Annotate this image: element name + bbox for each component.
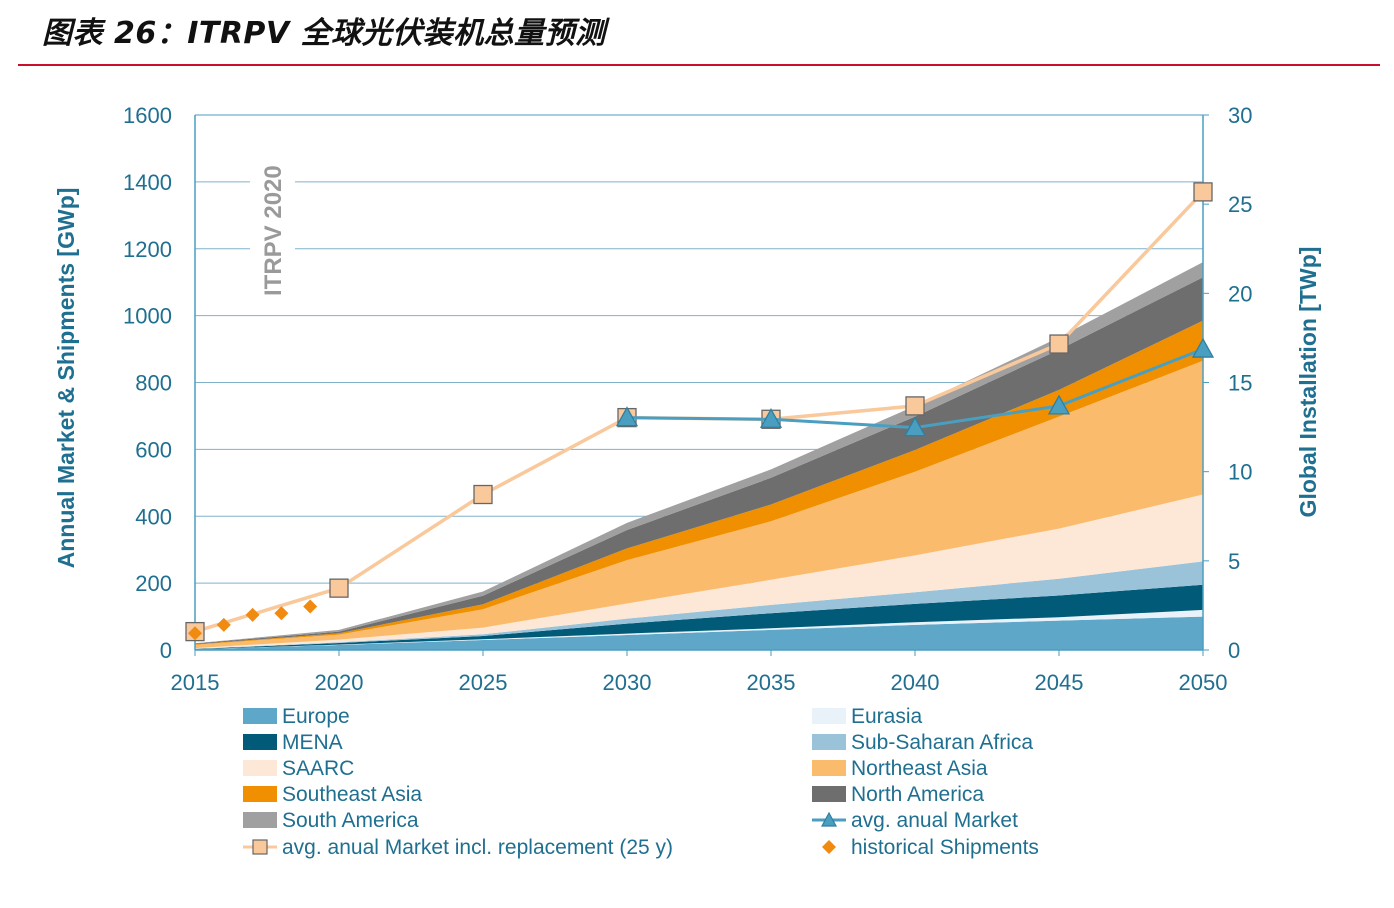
legend-label: South America bbox=[282, 809, 419, 832]
x-tick-label: 2045 bbox=[1035, 670, 1084, 695]
x-tick-label: 2040 bbox=[891, 670, 940, 695]
y-left-tick-label: 1400 bbox=[123, 170, 172, 195]
y-right-tick-label: 10 bbox=[1228, 460, 1252, 485]
y-right-tick-label: 20 bbox=[1228, 281, 1252, 306]
legend-swatch bbox=[812, 734, 846, 750]
y-left-tick-label: 1000 bbox=[123, 304, 172, 329]
legend-label: avg. anual Market bbox=[851, 809, 1018, 832]
x-tick-label: 2030 bbox=[603, 670, 652, 695]
x-tick-label: 2025 bbox=[459, 670, 508, 695]
y-right-tick-label: 0 bbox=[1228, 638, 1240, 663]
legend-item-saarc: SAARC bbox=[243, 757, 354, 780]
legend-label: avg. anual Market incl. replacement (25 … bbox=[282, 836, 673, 859]
legend-label: Europe bbox=[282, 705, 350, 728]
legend-item-europe: Europe bbox=[243, 705, 350, 728]
legend-label: Sub-Saharan Africa bbox=[851, 731, 1033, 754]
legend-label: Southeast Asia bbox=[282, 783, 422, 806]
legend-swatch bbox=[243, 760, 277, 776]
legend: Europe Eurasia MENA Sub-Saharan Africa SAARC… bbox=[243, 705, 1039, 859]
point-square bbox=[474, 486, 492, 504]
legend-swatch bbox=[243, 812, 277, 828]
point-square bbox=[330, 579, 348, 597]
legend-label: historical Shipments bbox=[851, 836, 1039, 859]
y-right-tick-label: 15 bbox=[1228, 371, 1252, 396]
x-tick-label: 2050 bbox=[1179, 670, 1228, 695]
legend-swatch bbox=[812, 786, 846, 802]
legend-label: Northeast Asia bbox=[851, 757, 988, 780]
y-left-tick-label: 200 bbox=[135, 571, 172, 596]
legend-swatch bbox=[243, 708, 277, 724]
y-right-tick-label: 5 bbox=[1228, 549, 1240, 574]
x-tick-label: 2020 bbox=[315, 670, 364, 695]
y-axis-right-label: Global Installation [TWp] bbox=[1295, 247, 1321, 518]
legend-item-northeast-asia: Northeast Asia bbox=[812, 757, 988, 780]
legend-item-south-america: South America bbox=[243, 809, 419, 832]
point-square bbox=[1050, 335, 1068, 353]
legend-item-sub-saharan-africa: Sub-Saharan Africa bbox=[812, 731, 1033, 754]
legend-swatch bbox=[243, 734, 277, 750]
legend-swatch bbox=[812, 760, 846, 776]
legend-label: MENA bbox=[282, 731, 343, 754]
y-left-tick-label: 0 bbox=[160, 638, 172, 663]
point-diamond bbox=[246, 608, 260, 622]
y-left-tick-label: 1600 bbox=[123, 103, 172, 128]
legend-label: Eurasia bbox=[851, 705, 923, 728]
legend-item-avg-anual-market-incl-replacement-25-y: avg. anual Market incl. replacement (25 … bbox=[243, 836, 673, 859]
legend-marker-square bbox=[253, 840, 267, 854]
y-right-tick-label: 30 bbox=[1228, 103, 1252, 128]
y-right-tick-label: 25 bbox=[1228, 192, 1252, 217]
legend-label: North America bbox=[851, 783, 984, 806]
legend-marker-diamond bbox=[822, 840, 836, 854]
x-tick-label: 2015 bbox=[171, 670, 220, 695]
watermark-group: ITRPV 2020 bbox=[260, 165, 287, 296]
y-axis-left-label: Annual Market & Shipments [GWp] bbox=[53, 188, 79, 569]
legend-item-southeast-asia: Southeast Asia bbox=[243, 783, 422, 806]
legend-swatch bbox=[812, 708, 846, 724]
chart: ITRPV 2020 02004006008001000120014001600… bbox=[0, 0, 1394, 908]
watermark: ITRPV 2020 bbox=[260, 165, 287, 296]
legend-item-mena: MENA bbox=[243, 731, 343, 754]
legend-label: SAARC bbox=[282, 757, 354, 780]
legend-item-north-america: North America bbox=[812, 783, 984, 806]
legend-item-eurasia: Eurasia bbox=[812, 705, 923, 728]
y-left-tick-label: 400 bbox=[135, 504, 172, 529]
legend-item-avg-anual-market: avg. anual Market bbox=[812, 809, 1018, 832]
point-square bbox=[906, 397, 924, 415]
point-square bbox=[1194, 183, 1212, 201]
legend-item-historical-shipments: historical Shipments bbox=[822, 836, 1039, 859]
legend-swatch bbox=[243, 786, 277, 802]
y-left-tick-label: 800 bbox=[135, 371, 172, 396]
y-left-tick-label: 600 bbox=[135, 437, 172, 462]
y-left-tick-label: 1200 bbox=[123, 237, 172, 262]
x-tick-label: 2035 bbox=[747, 670, 796, 695]
point-diamond bbox=[303, 600, 317, 614]
